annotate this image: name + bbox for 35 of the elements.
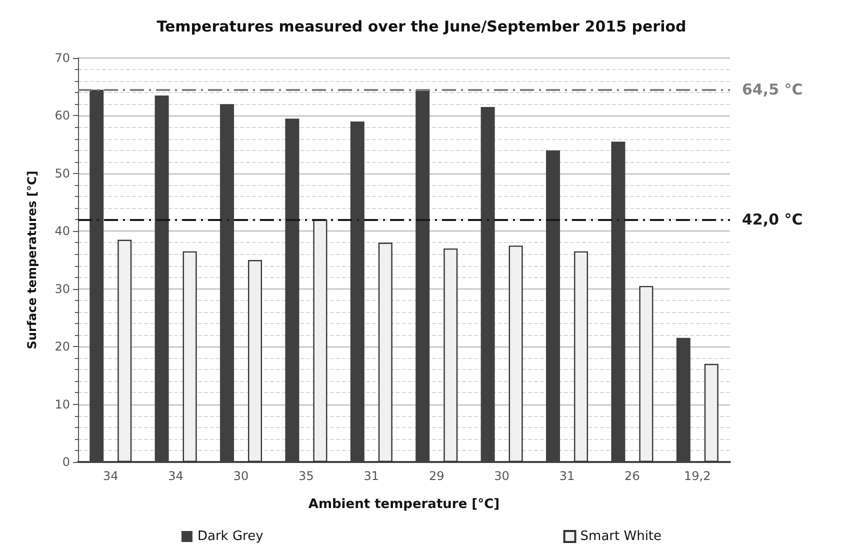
x-tick-label: 31: [559, 469, 575, 483]
x-tick-label: 19,2: [684, 469, 711, 483]
x-tick-label: 34: [102, 469, 118, 483]
bar: [574, 251, 588, 462]
ref-line-label: 42,0 °C: [742, 210, 803, 229]
legend-label: Dark Grey: [197, 529, 264, 544]
x-tick-label: 29: [428, 469, 444, 483]
y-axis-title: Surface temperatures [°C]: [25, 170, 39, 350]
x-tick-label: 26: [624, 469, 640, 483]
y-tick-label: 70: [54, 51, 70, 65]
bar: [704, 364, 718, 462]
bar: [313, 220, 328, 462]
bar: [508, 246, 523, 462]
legend-label: Smart White: [580, 529, 662, 544]
bar: [182, 251, 197, 462]
y-tick-label: 20: [54, 340, 70, 354]
bar: [444, 248, 458, 462]
x-tick-label: 35: [298, 469, 314, 483]
bar: [639, 286, 654, 462]
x-tick-label: 30: [494, 469, 510, 483]
bar: [118, 240, 132, 462]
y-tick-label: 30: [54, 282, 70, 296]
y-tick-label: 0: [62, 455, 70, 469]
y-tick-label: 10: [54, 397, 70, 412]
chart-title: Temperatures measured over the June/September 2015 period: [156, 18, 686, 36]
bar: [248, 260, 262, 462]
x-tick-label: 31: [364, 469, 380, 483]
x-tick-label: 30: [233, 469, 249, 483]
x-axis-title: Ambient temperature [°C]: [308, 497, 500, 512]
y-tick-label: 50: [54, 166, 70, 180]
bar: [378, 242, 392, 462]
y-tick-label: 40: [54, 224, 70, 238]
x-tick-label: 34: [168, 469, 184, 483]
ref-line-label: 64,5 °C: [742, 80, 803, 99]
y-tick-label: 60: [54, 108, 70, 123]
